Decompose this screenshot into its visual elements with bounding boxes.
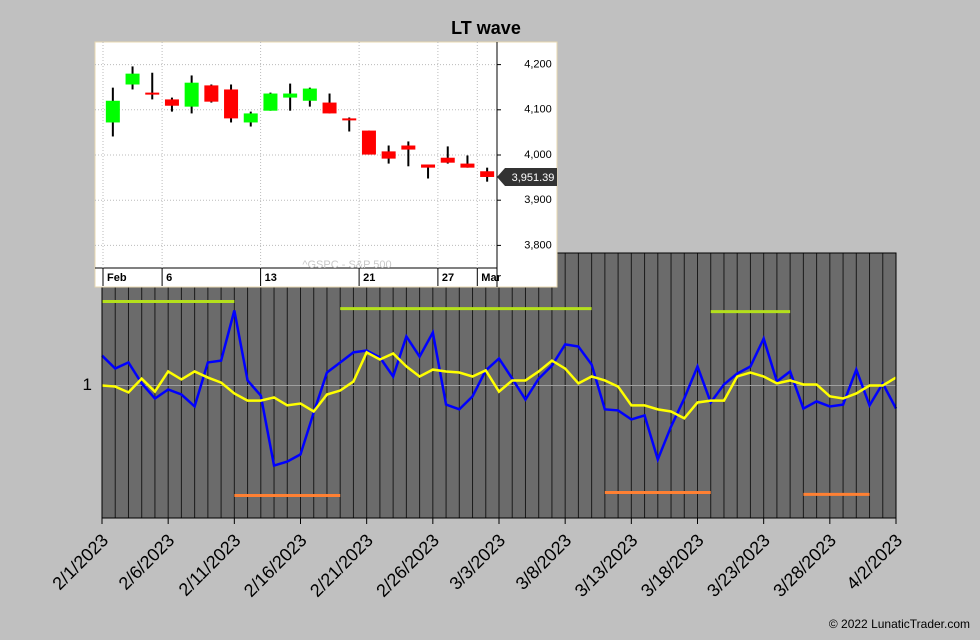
candle-body [480,171,495,177]
x-tick-label: Feb [107,272,127,284]
candle-body [322,102,337,114]
candle-body [361,130,376,155]
inset-chart: 3,800 3,900 4,000 4,100 4,200 ^GSPC - S&P 500… [94,41,558,288]
y-tick-label: 1 [83,375,92,394]
y-tick-label: 4,200 [524,59,552,71]
candle-body [125,73,140,85]
candle-body [184,82,199,107]
candle-body [263,93,278,111]
chart-title: LT wave [451,18,521,38]
y-tick-label: 3,800 [524,239,552,251]
x-tick-label: Mar [481,272,501,284]
candle-body [164,99,179,106]
watermark: ^GSPC - S&P 500 [302,259,391,271]
y-tick-label: 4,100 [524,104,552,116]
candle-body [460,163,475,168]
inset-background [94,41,558,288]
candle-body [401,145,416,150]
candle-body [145,92,160,95]
x-tick-label: 13 [265,272,277,284]
x-tick-label: 6 [166,272,172,284]
candle-body [243,113,258,123]
x-tick-label: 21 [363,272,375,284]
y-tick-label: 4,000 [524,149,552,161]
candle-body [440,157,455,163]
x-tick-label: 27 [442,272,454,284]
y-tick-label: 3,900 [524,194,552,206]
candle-body [421,164,436,168]
candle-body [283,93,298,98]
candle-body [204,85,219,102]
footer: © 2022 LunaticTrader.com [829,617,970,631]
last-price-tag [497,167,557,186]
last-price-label: 3,951.39 [512,172,555,184]
series-line [101,350,897,420]
candle-body [342,118,357,121]
candle-body [302,88,317,101]
candle-body [105,100,120,123]
candle-body [381,151,396,159]
series-line [101,310,898,468]
candle-body [224,89,239,119]
